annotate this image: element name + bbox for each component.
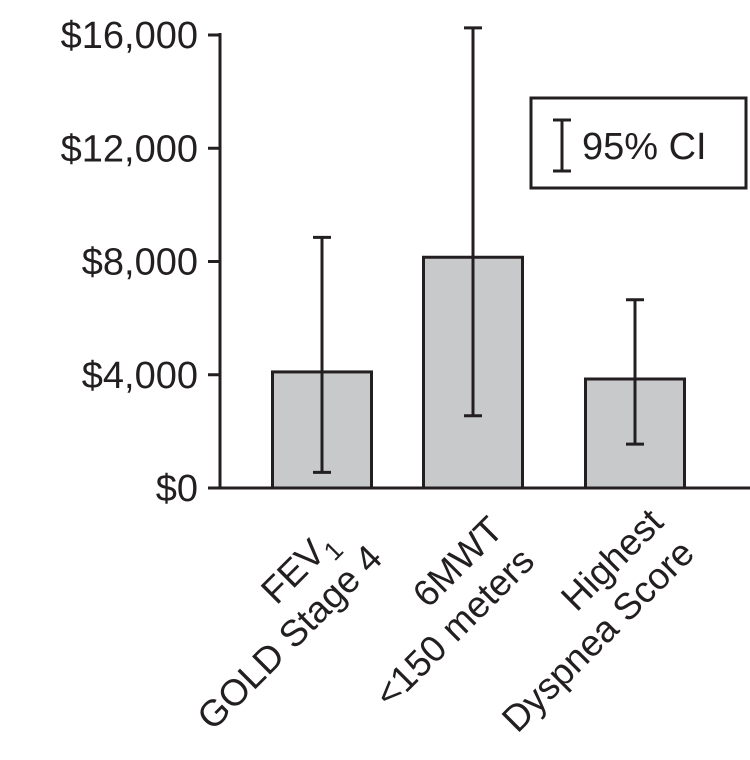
legend-label: 95% CI (582, 126, 707, 168)
legend-errorbar-icon (553, 118, 571, 173)
y-tick-label-0: $0 (156, 468, 198, 510)
y-tick-label-2: $8,000 (82, 242, 198, 284)
y-tick-label-4: $16,000 (61, 15, 198, 57)
y-tick-label-3: $12,000 (61, 128, 198, 170)
x-tick-label-0: FEV1GOLD Stage 4 (158, 506, 390, 738)
y-tick-label-1: $4,000 (82, 355, 198, 397)
legend-box (529, 96, 748, 190)
x-tick-label-1: 6MWT<150 meters (336, 509, 542, 715)
legend: 95% CI (529, 96, 748, 190)
